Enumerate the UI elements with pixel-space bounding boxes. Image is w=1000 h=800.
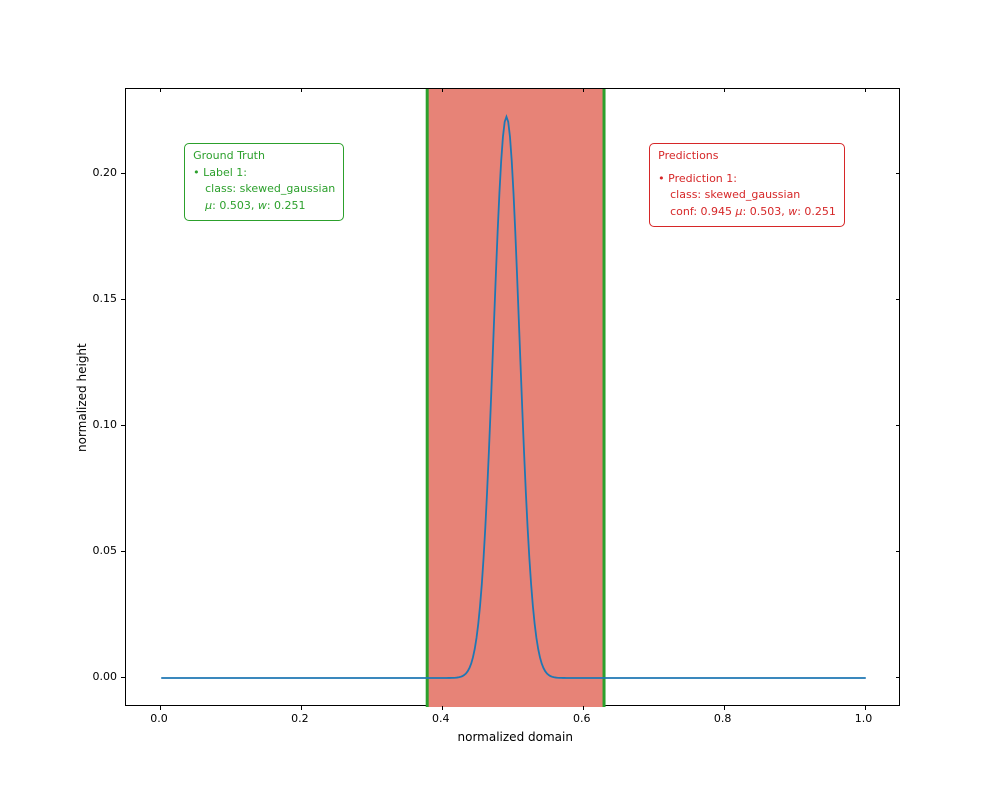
legend-pr-line-1-text: Prediction 1: <box>668 172 737 185</box>
bullet-icon: • <box>193 166 200 179</box>
y-tick <box>121 425 125 426</box>
y-tick-right <box>896 677 900 678</box>
y-tick <box>121 551 125 552</box>
y-tick <box>121 677 125 678</box>
legend-gt-title: Ground Truth <box>193 148 335 165</box>
legend-pr-line-1: • Prediction 1: <box>658 171 836 188</box>
y-tick-right <box>896 299 900 300</box>
x-tick-top <box>583 88 584 92</box>
y-tick-label: 0.05 <box>93 544 118 557</box>
region-band <box>427 89 604 707</box>
x-tick-label: 0.8 <box>714 712 732 725</box>
x-tick-top <box>301 88 302 92</box>
y-tick <box>121 299 125 300</box>
legend-ground-truth: Ground Truth • Label 1: class: skewed_ga… <box>184 143 344 221</box>
x-tick <box>583 706 584 710</box>
x-tick-label: 0.2 <box>291 712 309 725</box>
legend-gt-line-1: • Label 1: <box>193 165 335 182</box>
legend-pr-title: Predictions <box>658 148 836 165</box>
x-tick <box>160 706 161 710</box>
y-tick-right <box>896 173 900 174</box>
x-tick-top <box>442 88 443 92</box>
y-tick-label: 0.00 <box>93 670 118 683</box>
y-tick-label: 0.15 <box>93 292 118 305</box>
legend-predictions: Predictions • Prediction 1: class: skewe… <box>649 143 845 227</box>
x-tick-label: 0.0 <box>150 712 168 725</box>
y-tick-right <box>896 551 900 552</box>
x-tick <box>442 706 443 710</box>
x-tick-label: 1.0 <box>855 712 873 725</box>
x-axis-label: normalized domain <box>458 730 573 744</box>
x-tick-top <box>865 88 866 92</box>
bullet-icon: • <box>658 172 665 185</box>
legend-pr-line-2: class: skewed_gaussian <box>658 187 836 204</box>
y-tick-right <box>896 425 900 426</box>
y-tick-label: 0.20 <box>93 166 118 179</box>
legend-gt-line-2: class: skewed_gaussian <box>193 181 335 198</box>
x-tick <box>301 706 302 710</box>
legend-gt-line-3: μ: 0.503, w: 0.251 <box>193 198 335 215</box>
y-axis-label: normalized height <box>75 343 89 452</box>
legend-pr-line-3: conf: 0.945 μ: 0.503, w: 0.251 <box>658 204 836 221</box>
x-tick-top <box>160 88 161 92</box>
y-tick <box>121 173 125 174</box>
x-tick-label: 0.6 <box>573 712 591 725</box>
y-tick-label: 0.10 <box>93 418 118 431</box>
x-tick-top <box>724 88 725 92</box>
x-tick-label: 0.4 <box>432 712 450 725</box>
x-tick <box>865 706 866 710</box>
x-tick <box>724 706 725 710</box>
legend-gt-line-1-text: Label 1: <box>203 166 247 179</box>
plot-area: Ground Truth • Label 1: class: skewed_ga… <box>125 88 900 706</box>
